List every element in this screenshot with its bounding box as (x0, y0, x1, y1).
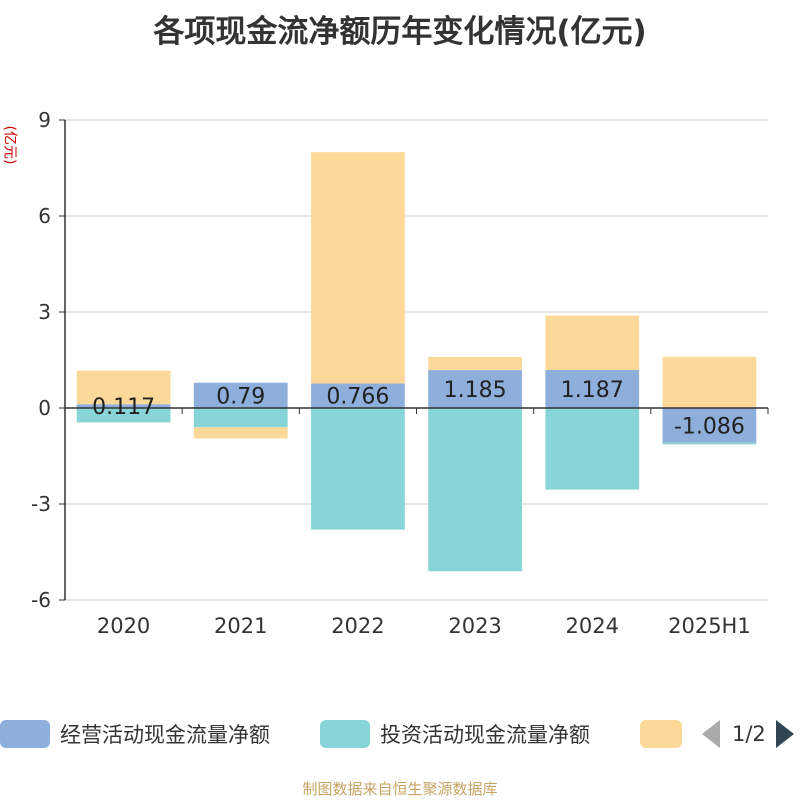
pager-page-indicator: 1/2 (732, 722, 766, 746)
bars (76, 152, 757, 572)
bar-1-2024 (545, 408, 640, 490)
bar-2-2023 (428, 356, 522, 371)
legend-pager: 1/2 (700, 712, 800, 756)
x-tick-label-2021: 2021 (214, 614, 267, 638)
bar-0-2023 (428, 370, 522, 408)
data-label-2023: 1.185 (444, 378, 507, 403)
bar-2-2021 (193, 427, 288, 439)
legend-swatch-operating (0, 720, 50, 748)
source-note: 制图数据来自恒生聚源数据库 (302, 780, 498, 798)
legend-item-operating[interactable]: 经营活动现金流量净额 (0, 720, 270, 748)
legend-swatch-investing (320, 720, 370, 748)
x-tick-label-2025H1: 2025H1 (668, 614, 751, 638)
data-label-2020: 0.117 (92, 395, 155, 420)
y-tick-label-2: 3 (38, 300, 51, 324)
data-label-2021: 0.79 (216, 384, 265, 409)
bar-1-2021 (193, 408, 288, 428)
legend-item-investing[interactable]: 投资活动现金流量净额 (320, 720, 590, 748)
x-tick-label-2023: 2023 (448, 614, 501, 638)
y-tick-label-5: -6 (31, 588, 51, 612)
bar-1-2020 (76, 408, 171, 423)
bar-2-2020 (76, 370, 171, 405)
data-labels: 0.117 0.79 0.766 1.185 1.187 -1.086 (92, 378, 745, 439)
bar-1-2022 (311, 408, 405, 530)
bar-2-2025H1 (662, 356, 757, 408)
x-tick-label-2024: 2024 (566, 614, 619, 638)
y-tick-label-0: 9 (38, 108, 51, 132)
x-tick-label-2022: 2022 (331, 614, 384, 638)
data-label-2025H1: -1.086 (674, 414, 745, 439)
axes: 9 6 3 0 -3 -6 2020 2021 2022 2023 2024 2025H1 (31, 108, 769, 638)
bar-0-2024 (545, 370, 640, 408)
bar-0-2020 (76, 404, 171, 408)
legend-label-operating: 经营活动现金流量净额 (60, 723, 270, 747)
legend-swatch-financing (640, 720, 682, 748)
bar-1-2025H1 (662, 442, 757, 445)
pager-next-icon[interactable] (775, 720, 794, 748)
chart-title: 各项现金流净额历年变化情况(亿元) (153, 14, 647, 50)
bar-0-2025H1 (662, 408, 757, 443)
legend-label-investing: 投资活动现金流量净额 (380, 723, 590, 747)
bar-1-2023 (428, 408, 522, 572)
data-label-2022: 0.766 (326, 385, 389, 410)
data-label-2024: 1.187 (561, 378, 624, 403)
pager-prev-icon[interactable] (702, 720, 720, 748)
bar-2-2024 (545, 315, 640, 371)
bar-2-2022 (311, 152, 405, 384)
y-tick-label-3: 0 (38, 396, 51, 420)
y-tick-label-1: 6 (38, 204, 51, 228)
bar-0-2022 (311, 383, 405, 408)
bar-0-2021 (193, 382, 288, 408)
x-tick-label-2020: 2020 (97, 614, 150, 638)
legend: 经营活动现金流量净额 投资活动现金流量净额 1/2 (0, 712, 800, 756)
y-tick-label-4: -3 (31, 492, 51, 516)
legend-item-financing[interactable] (640, 720, 692, 748)
